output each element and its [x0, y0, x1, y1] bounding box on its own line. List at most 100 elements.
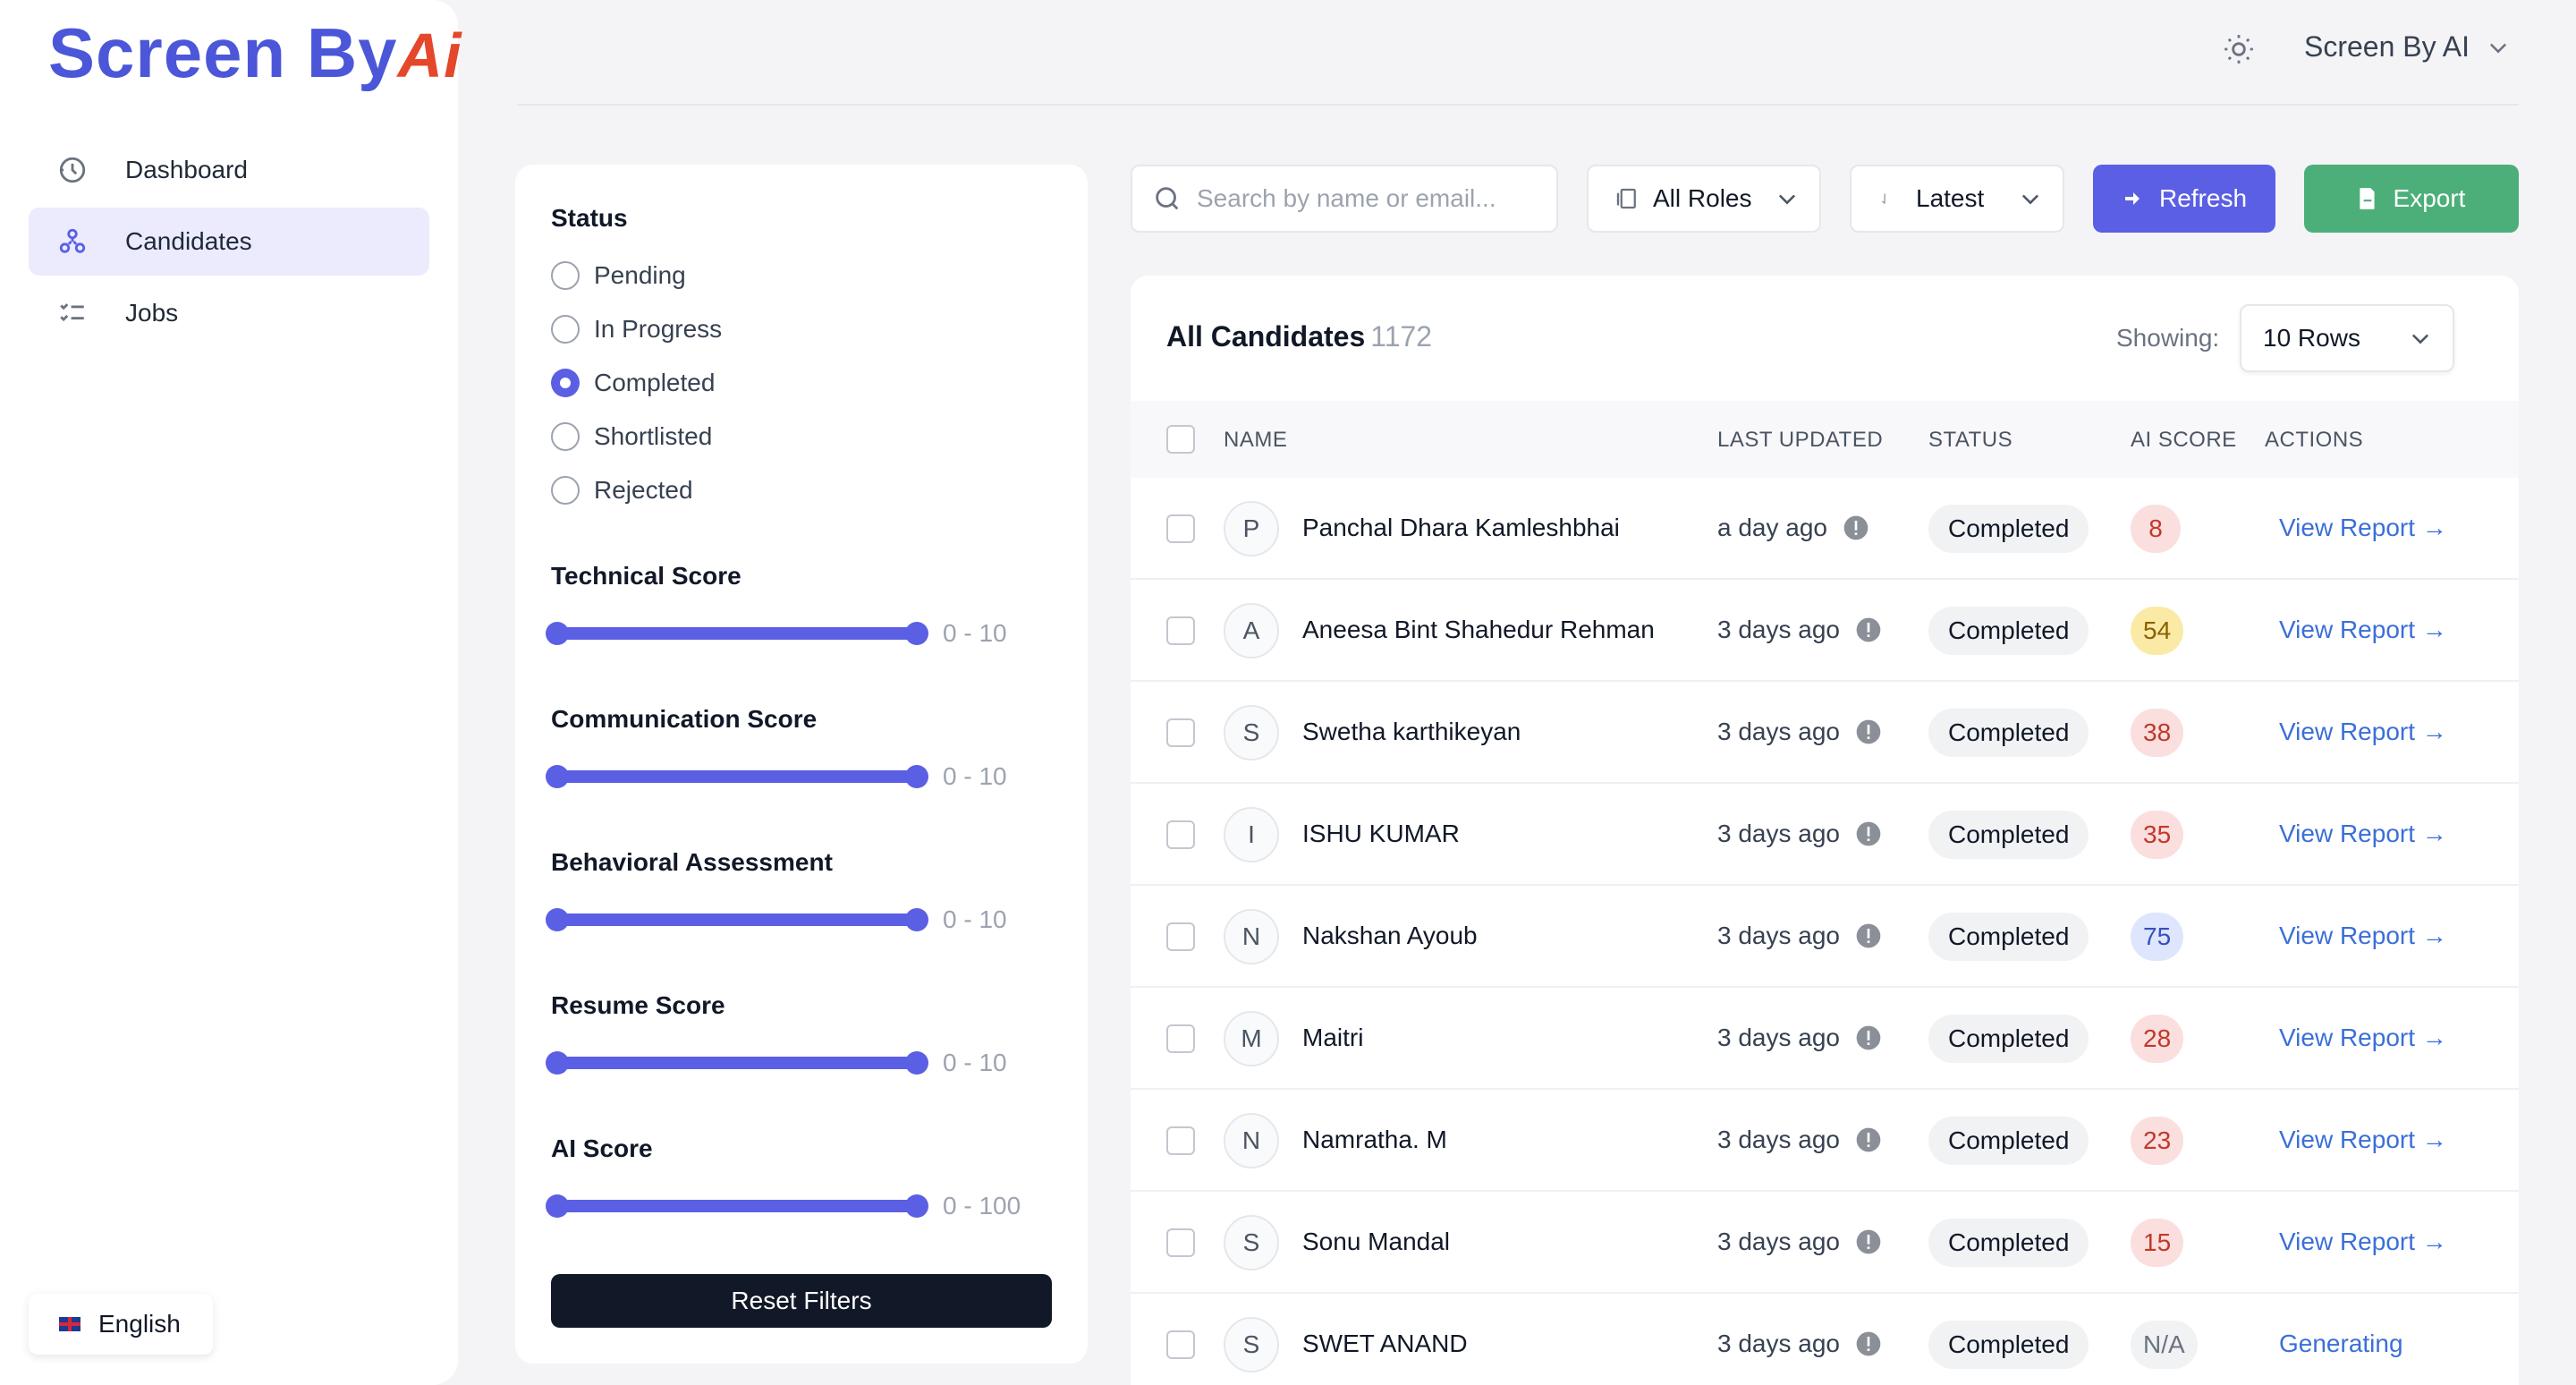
refresh-button[interactable]: Refresh	[2093, 165, 2275, 233]
row-checkbox[interactable]	[1166, 1024, 1195, 1053]
column-header-ai-score[interactable]: AI SCORE	[2131, 428, 2237, 452]
generating-status-link[interactable]: Generating	[2279, 1330, 2403, 1357]
row-checkbox[interactable]	[1166, 922, 1195, 951]
export-button[interactable]: Export	[2304, 165, 2519, 233]
slider-range-label: 0 - 10	[943, 619, 1007, 647]
info-icon[interactable]	[1854, 616, 1883, 644]
status-badge: Completed	[1928, 1219, 2089, 1267]
status-badge: Completed	[1928, 709, 2089, 757]
view-report-link[interactable]: View Report →	[2279, 718, 2447, 745]
resume-score-slider[interactable]	[546, 1051, 928, 1075]
app-logo[interactable]: Screen ByAi	[48, 13, 462, 94]
info-icon[interactable]	[1854, 1330, 1883, 1358]
ai-score-slider[interactable]	[546, 1194, 928, 1218]
status-option-shortlisted[interactable]: Shortlisted	[551, 410, 1052, 463]
view-report-link[interactable]: View Report →	[2279, 616, 2447, 643]
candidates-icon	[55, 225, 89, 259]
view-report-link[interactable]: View Report →	[2279, 922, 2447, 949]
column-header-name[interactable]: NAME	[1224, 428, 1288, 452]
candidates-count: 1172	[1370, 320, 1433, 353]
table-row: S SWET ANAND 3 days ago Completed N/A Ge…	[1131, 1294, 2519, 1385]
rows-per-page-value: 10 Rows	[2263, 324, 2360, 352]
status-badge: Completed	[1928, 607, 2089, 655]
rows-per-page-dropdown[interactable]: 10 Rows	[2240, 304, 2454, 372]
status-option-rejected[interactable]: Rejected	[551, 463, 1052, 517]
table-row: M Maitri 3 days ago Completed 28 View Re…	[1131, 988, 2519, 1090]
reset-filters-button[interactable]: Reset Filters	[551, 1274, 1052, 1328]
status-option-pending[interactable]: Pending	[551, 249, 1052, 302]
radio-button[interactable]	[551, 261, 580, 290]
slider-min-handle[interactable]	[546, 622, 569, 645]
row-checkbox[interactable]	[1166, 514, 1195, 543]
info-icon[interactable]	[1854, 1126, 1883, 1154]
table-title-text: All Candidates	[1166, 320, 1366, 353]
radio-button[interactable]	[551, 315, 580, 344]
avatar: N	[1224, 909, 1279, 964]
behavioral-assessment-slider[interactable]	[546, 908, 928, 931]
slider-range-label: 0 - 10	[943, 905, 1007, 933]
slider-max-handle[interactable]	[905, 765, 928, 788]
technical-score-slider[interactable]	[546, 622, 928, 645]
search-input[interactable]	[1197, 184, 1546, 213]
slider-max-handle[interactable]	[905, 908, 928, 931]
ai-score-badge: 8	[2131, 505, 2181, 553]
account-menu[interactable]: Screen By AI	[2304, 30, 2511, 64]
table-row: N Nakshan Ayoub 3 days ago Completed 75 …	[1131, 886, 2519, 988]
view-report-link[interactable]: View Report →	[2279, 820, 2447, 847]
last-updated: a day ago	[1717, 514, 1870, 542]
search-icon	[1156, 187, 1179, 210]
slider-max-handle[interactable]	[905, 622, 928, 645]
table-row: P Panchal Dhara Kamleshbhai a day ago Co…	[1131, 478, 2519, 580]
slider-min-handle[interactable]	[546, 1194, 569, 1218]
sidebar-item-candidates[interactable]: Candidates	[29, 208, 429, 276]
slider-max-handle[interactable]	[905, 1194, 928, 1218]
language-selector[interactable]: English	[29, 1294, 213, 1355]
column-header-status[interactable]: STATUS	[1928, 428, 2013, 452]
radio-button-checked[interactable]	[551, 369, 580, 397]
row-checkbox[interactable]	[1166, 1330, 1195, 1359]
row-checkbox[interactable]	[1166, 616, 1195, 645]
candidate-name: SWET ANAND	[1302, 1330, 1468, 1357]
info-icon[interactable]	[1842, 514, 1870, 542]
roles-dropdown[interactable]: All Roles	[1587, 165, 1821, 233]
status-option-in-progress[interactable]: In Progress	[551, 302, 1052, 356]
info-icon[interactable]	[1854, 922, 1883, 950]
slider-max-handle[interactable]	[905, 1051, 928, 1075]
row-checkbox[interactable]	[1166, 1126, 1195, 1155]
avatar: S	[1224, 705, 1279, 760]
slider-min-handle[interactable]	[546, 908, 569, 931]
sort-dropdown[interactable]: Latest	[1850, 165, 2064, 233]
row-checkbox[interactable]	[1166, 718, 1195, 747]
info-icon[interactable]	[1854, 718, 1883, 746]
status-option-completed[interactable]: Completed	[551, 356, 1052, 410]
select-all-checkbox[interactable]	[1166, 425, 1195, 454]
view-report-link[interactable]: View Report →	[2279, 1024, 2447, 1051]
slider-min-handle[interactable]	[546, 765, 569, 788]
radio-button[interactable]	[551, 476, 580, 505]
info-icon[interactable]	[1854, 1228, 1883, 1256]
last-updated-text: 3 days ago	[1717, 1024, 1840, 1051]
sun-icon[interactable]	[2222, 32, 2256, 66]
view-report-link[interactable]: View Report →	[2279, 514, 2447, 541]
search-box[interactable]	[1131, 165, 1558, 233]
sidebar-item-label: Dashboard	[125, 156, 248, 183]
roles-icon	[1616, 188, 1636, 209]
radio-button[interactable]	[551, 422, 580, 451]
info-icon[interactable]	[1854, 1024, 1883, 1052]
sidebar-item-jobs[interactable]: Jobs	[29, 279, 429, 347]
row-checkbox[interactable]	[1166, 820, 1195, 849]
last-updated: 3 days ago	[1717, 1228, 1883, 1256]
info-icon[interactable]	[1854, 820, 1883, 848]
chevron-down-icon	[2411, 334, 2429, 344]
view-report-link[interactable]: View Report →	[2279, 1126, 2447, 1153]
sidebar-item-dashboard[interactable]: Dashboard	[29, 136, 429, 204]
candidate-name: ISHU KUMAR	[1302, 820, 1460, 847]
slider-min-handle[interactable]	[546, 1051, 569, 1075]
candidate-name: Nakshan Ayoub	[1302, 922, 1478, 949]
status-filter-title: Status	[551, 204, 628, 232]
row-checkbox[interactable]	[1166, 1228, 1195, 1257]
communication-score-slider[interactable]	[546, 765, 928, 788]
sort-icon	[1881, 193, 1885, 205]
column-header-last-updated[interactable]: LAST UPDATED	[1717, 428, 1884, 452]
view-report-link[interactable]: View Report →	[2279, 1228, 2447, 1255]
